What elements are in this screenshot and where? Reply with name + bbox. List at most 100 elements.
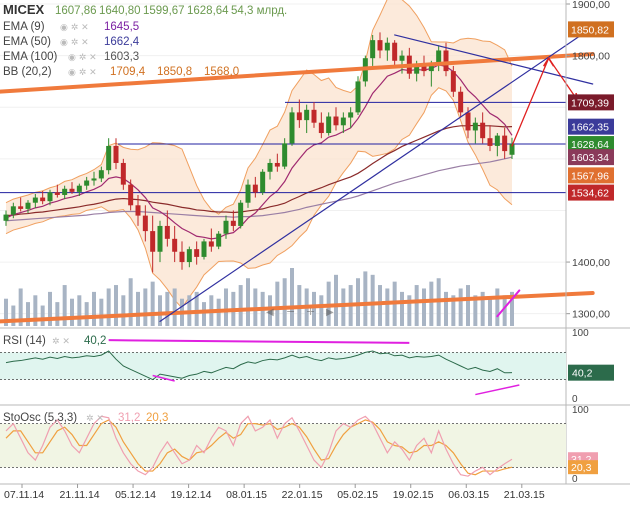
candle-body <box>32 197 38 203</box>
candle-body <box>377 40 383 51</box>
candle-body <box>443 50 449 72</box>
candle-body <box>238 202 244 226</box>
candle-body <box>76 185 82 192</box>
legend-value: 1568,0 <box>204 66 239 78</box>
candle-body <box>120 162 126 185</box>
price-badge-label: 1628,64 <box>571 139 609 151</box>
volume-bar <box>458 288 463 326</box>
candle-body <box>194 249 200 257</box>
stoch-settings-icon: ✲ ✕ <box>86 414 104 424</box>
volume-bar <box>158 295 162 326</box>
x-tick-label: 22.01.15 <box>282 489 323 501</box>
candle-body <box>201 241 207 257</box>
legend-name: EMA (50) <box>3 36 51 48</box>
rsi-magenta-arrow <box>475 384 520 396</box>
scroll-right-icon[interactable]: ▶ <box>326 307 334 318</box>
volume-bar <box>84 302 89 326</box>
candle-body <box>25 202 31 209</box>
volume-bar <box>363 271 368 326</box>
candle-body <box>47 192 53 202</box>
stoch-k-line <box>5 415 513 477</box>
candle-body <box>62 188 68 195</box>
magenta-volume-arrow <box>496 289 521 318</box>
x-tick-label: 21.11.14 <box>60 489 100 501</box>
x-tick-label: 08.01.15 <box>226 489 267 501</box>
price-tick-label: 1900,00 <box>572 0 610 11</box>
chart-nav-controls[interactable]: ◀ − + ▶ <box>266 305 334 318</box>
volume-bar <box>444 291 448 326</box>
volume-bar <box>451 295 456 326</box>
x-tick-label: 05.12.14 <box>115 489 156 501</box>
volume-bar <box>378 285 382 326</box>
volume-bar <box>26 302 30 326</box>
price-badge <box>568 184 614 201</box>
candle-body <box>216 233 222 247</box>
ema9-line <box>5 64 513 240</box>
x-tick-label: 05.02.15 <box>337 489 378 501</box>
candle-body <box>135 205 141 216</box>
price-badge <box>568 94 614 111</box>
price-badge-label: 1603,34 <box>571 152 609 164</box>
rsi-badge-label: 40,2 <box>572 368 593 380</box>
volume-bar <box>370 274 375 326</box>
rsi-badge <box>568 364 614 381</box>
chart-title: MICEX <box>3 2 45 17</box>
bollinger-band <box>5 0 513 309</box>
price-badge-label: 1534,62 <box>571 188 609 200</box>
volume-bar <box>33 295 38 326</box>
candle-body <box>230 220 236 226</box>
x-tick-label: 19.12.14 <box>171 489 212 501</box>
ohlc-high: 1640,80 <box>99 5 141 17</box>
candle-body <box>450 71 456 92</box>
candle-body <box>223 220 229 234</box>
stoch-k-value: 31,2 <box>118 412 140 424</box>
legend-value: 1645,5 <box>104 21 139 33</box>
legend-value: 1603,3 <box>104 51 139 63</box>
right-axis-bg <box>566 0 630 490</box>
volume-bar <box>400 291 404 326</box>
volume-text: 54,3 млрд. <box>231 5 287 17</box>
zoom-in-icon[interactable]: + <box>306 305 315 318</box>
volume-bar <box>143 288 148 326</box>
candle-body <box>98 170 104 179</box>
volume-bar <box>106 288 111 326</box>
volume-bar <box>502 295 507 326</box>
stoch-badge-label: 20,3 <box>571 462 592 474</box>
ohlc-low: 1599,67 <box>143 5 185 17</box>
candle-body <box>296 112 302 121</box>
candle-body <box>428 63 434 72</box>
scroll-left-icon[interactable]: ◀ <box>266 307 274 318</box>
volume-bar <box>282 278 287 326</box>
candle-body <box>91 178 97 181</box>
rsi-magenta-top-line <box>108 339 410 344</box>
x-tick-label: 19.02.15 <box>393 489 434 501</box>
price-badge-label: 1567,96 <box>571 170 609 182</box>
candle-body <box>282 143 288 167</box>
ema-lines <box>5 64 513 240</box>
candle-body <box>370 40 376 59</box>
candle-body <box>414 65 420 74</box>
candle-body <box>245 184 251 203</box>
volume-bar <box>422 288 426 326</box>
volume-bar <box>473 295 478 326</box>
rsi-line <box>5 350 513 381</box>
candle-body <box>186 249 192 263</box>
zoom-out-icon[interactable]: − <box>286 305 295 318</box>
indicator-legend: EMA (9) ◉ ✲ ✕ 1645,5 EMA (50) ◉ ✲ ✕ 1662,4 EMA… <box>3 21 239 78</box>
bb-lower <box>5 87 513 309</box>
price-badge <box>568 149 614 166</box>
candle-body <box>3 214 9 221</box>
volume-bar <box>319 295 324 326</box>
candle-body <box>311 109 317 123</box>
candle-body <box>318 122 324 134</box>
volume-bar <box>510 291 514 326</box>
volume-bar <box>150 281 155 326</box>
bb-upper <box>5 0 513 215</box>
volume-bar <box>224 288 228 326</box>
candle-body <box>164 225 170 239</box>
volume-bar <box>356 278 360 326</box>
volume-bar <box>246 278 250 326</box>
legend-settings-icon: ◉ ✲ ✕ <box>60 23 89 33</box>
candle-body <box>113 145 119 163</box>
candle-body <box>54 192 60 195</box>
